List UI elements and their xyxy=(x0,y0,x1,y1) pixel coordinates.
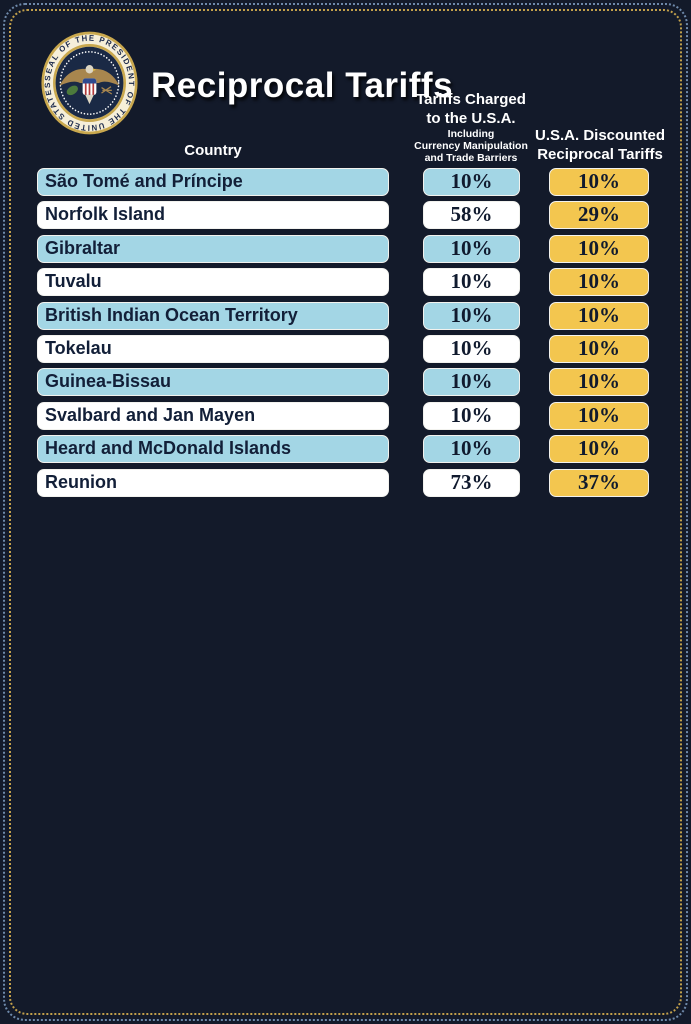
tariff-charged-cell: 10% xyxy=(423,435,520,464)
tariff-discounted-cell: 37% xyxy=(549,468,649,497)
charged-header-sub1: Including xyxy=(447,128,495,140)
tariff-discounted-cell: 10% xyxy=(549,234,649,263)
presidential-seal-icon: SEAL OF THE PRESIDENT OF THE UNITED STAT… xyxy=(41,31,138,135)
page-title: Reciprocal Tariffs xyxy=(151,66,454,105)
country-cell: São Tomé and Príncipe xyxy=(37,168,389,196)
tariff-discounted-cell: 10% xyxy=(549,435,649,464)
charged-header-sub2: Currency Manipulation xyxy=(414,140,528,152)
tariff-charged-cell: 10% xyxy=(423,268,520,297)
table-row: São Tomé and Príncipe 10% 10% xyxy=(0,168,691,196)
table-row: Tuvalu 10% 10% xyxy=(0,268,691,297)
tariff-discounted-cell: 10% xyxy=(549,168,649,196)
column-header-discounted: U.S.A. Discounted Reciprocal Tariffs xyxy=(519,126,681,164)
country-cell: Heard and McDonald Islands xyxy=(37,435,389,464)
tariff-charged-cell: 73% xyxy=(423,468,520,497)
tariff-discounted-cell: 10% xyxy=(549,401,649,430)
tariff-charged-cell: 10% xyxy=(423,368,520,397)
tariff-charged-cell: 10% xyxy=(423,301,520,330)
table-row: Gibraltar 10% 10% xyxy=(0,234,691,263)
charged-header-sub3: and Trade Barriers xyxy=(424,152,518,164)
tariff-discounted-cell: 10% xyxy=(549,268,649,297)
tariff-discounted-cell: 10% xyxy=(549,301,649,330)
column-header-tariffs-charged: Tariffs Charged to the U.S.A. Including … xyxy=(390,90,552,164)
table-row: Guinea-Bissau 10% 10% xyxy=(0,368,691,397)
country-cell: Gibraltar xyxy=(37,234,389,263)
discounted-header-line2: Reciprocal Tariffs xyxy=(537,146,663,163)
country-cell: British Indian Ocean Territory xyxy=(37,301,389,330)
tariff-charged-cell: 10% xyxy=(423,334,520,363)
country-cell: Svalbard and Jan Mayen xyxy=(37,401,389,430)
tariff-discounted-cell: 10% xyxy=(549,334,649,363)
country-cell: Guinea-Bissau xyxy=(37,368,389,397)
country-cell: Norfolk Island xyxy=(37,201,389,230)
country-cell: Reunion xyxy=(37,468,389,497)
table-row: Svalbard and Jan Mayen 10% 10% xyxy=(0,401,691,430)
table-row: British Indian Ocean Territory 10% 10% xyxy=(0,301,691,330)
table-row: Tokelau 10% 10% xyxy=(0,334,691,363)
country-cell: Tuvalu xyxy=(37,268,389,297)
discounted-header-line1: U.S.A. Discounted xyxy=(534,127,665,144)
tariff-discounted-cell: 29% xyxy=(549,201,649,230)
table-row: Reunion 73% 37% xyxy=(0,468,691,497)
table-row: Heard and McDonald Islands 10% 10% xyxy=(0,435,691,464)
tariff-charged-cell: 10% xyxy=(423,234,520,263)
table-row: Norfolk Island 58% 29% xyxy=(0,201,691,230)
tariff-charged-cell: 10% xyxy=(423,401,520,430)
tariff-charged-cell: 58% xyxy=(423,201,520,230)
tariff-charged-cell: 10% xyxy=(423,168,520,196)
charged-header-line1: Tariffs Charged xyxy=(416,91,526,108)
column-header-country: Country xyxy=(184,142,242,159)
tariff-discounted-cell: 10% xyxy=(549,368,649,397)
charged-header-line2: to the U.S.A. xyxy=(426,110,516,127)
country-cell: Tokelau xyxy=(37,334,389,363)
tariff-table-rows: São Tomé and Príncipe 10% 10% Norfolk Is… xyxy=(0,168,691,502)
